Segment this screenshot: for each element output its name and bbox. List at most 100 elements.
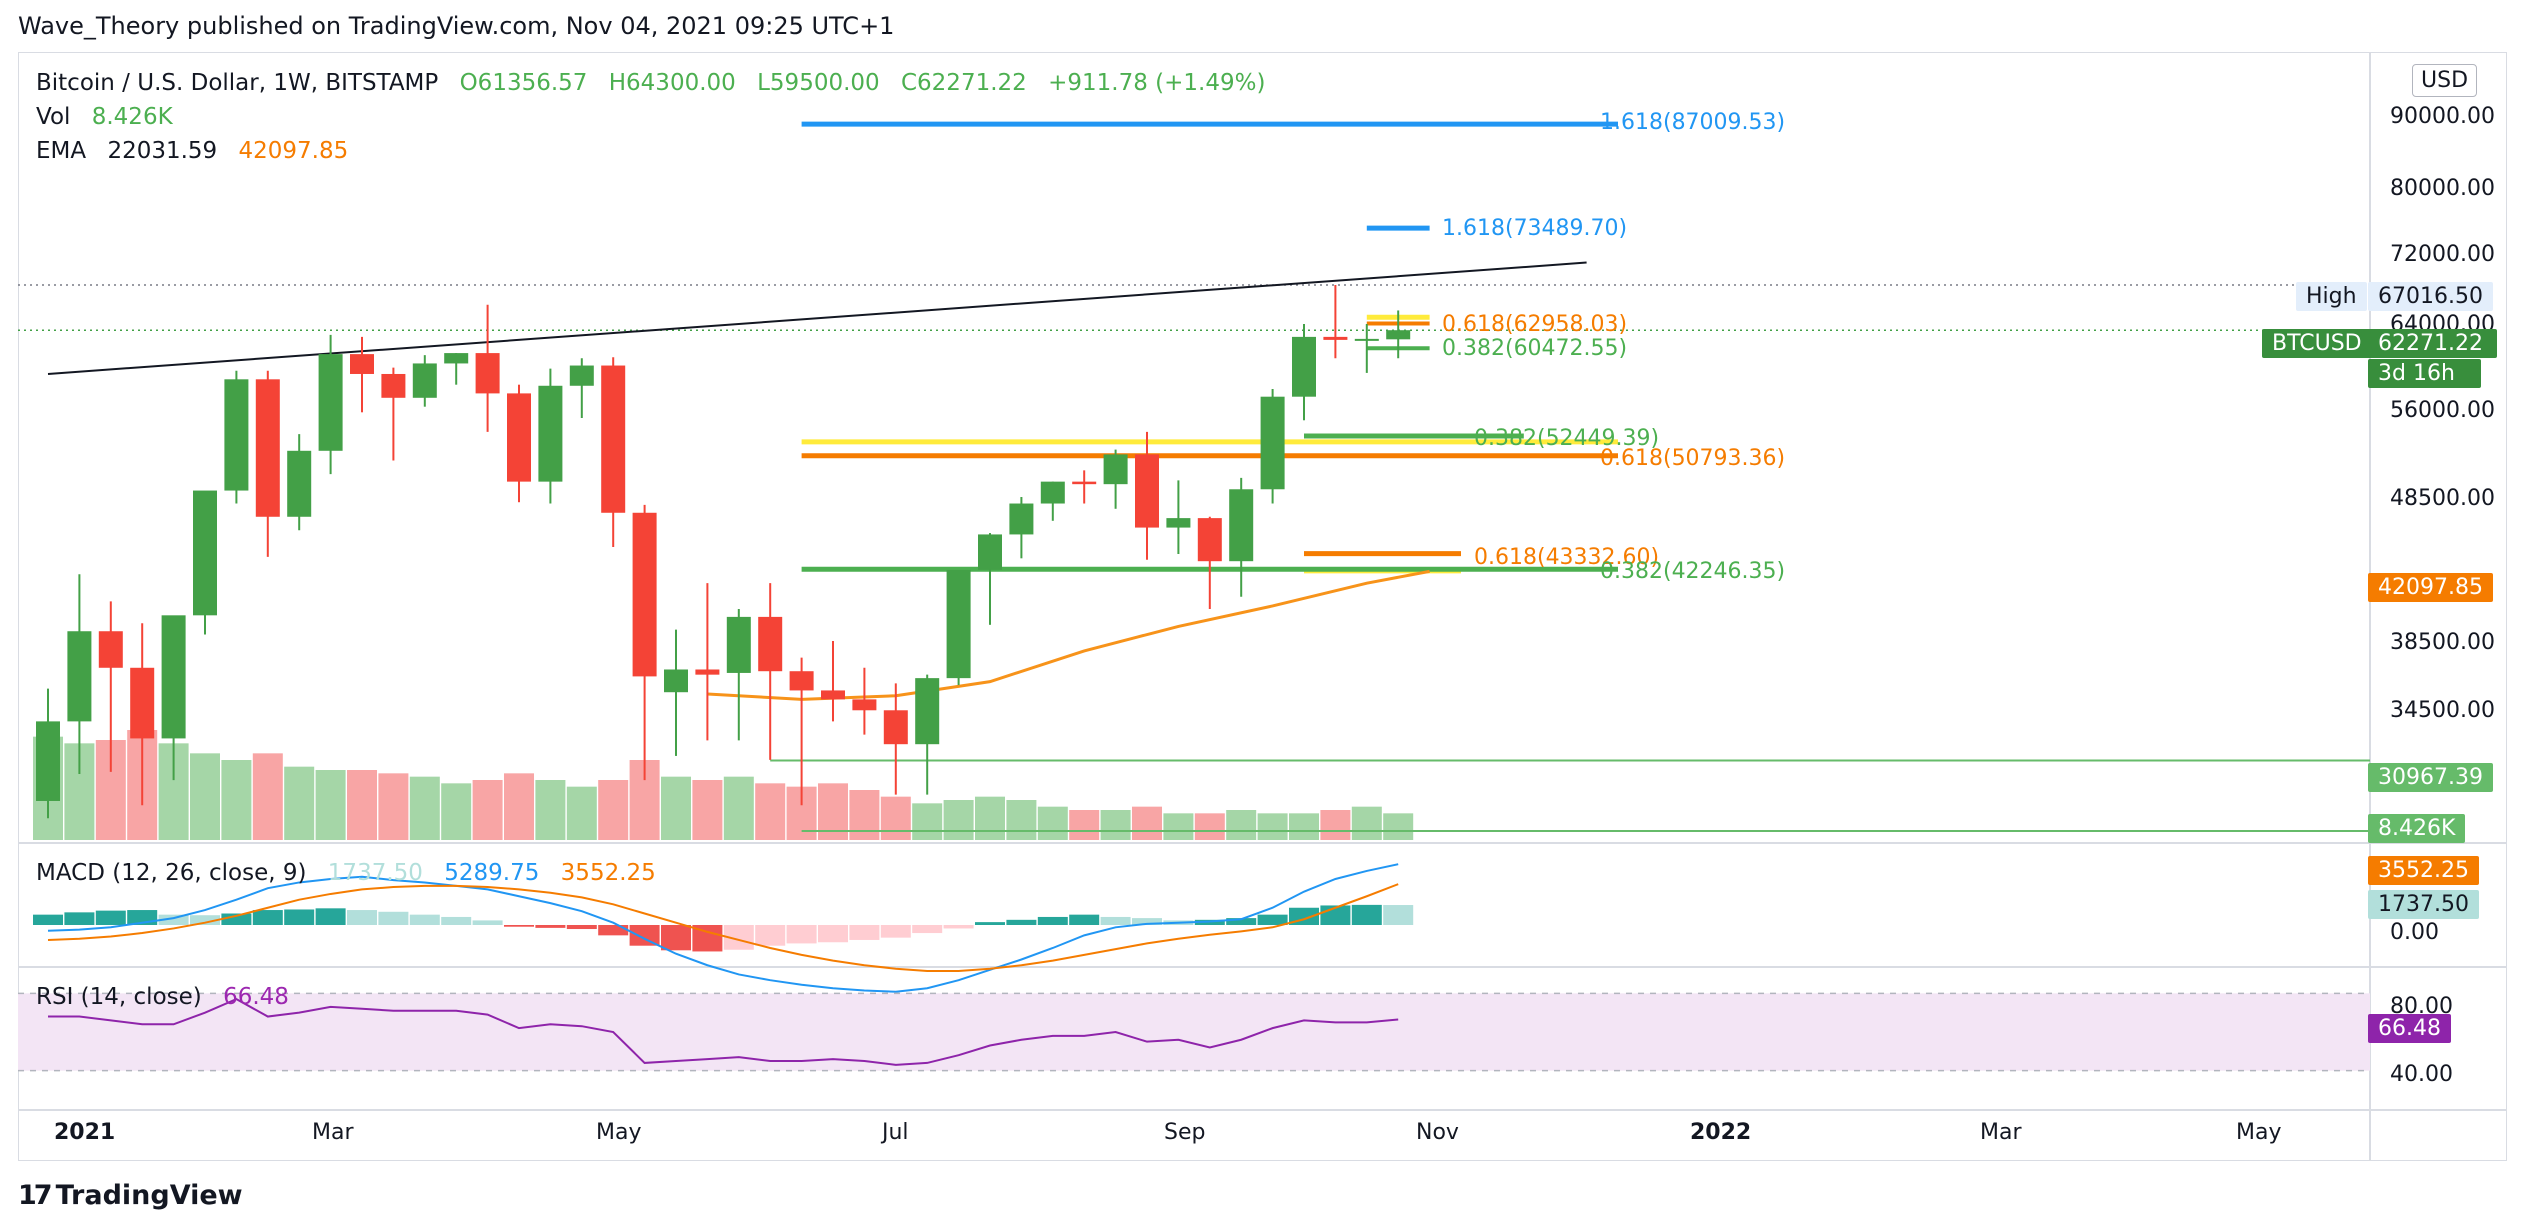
candles [36, 284, 1411, 819]
volume-bar [1163, 813, 1194, 840]
volume-bar [1006, 800, 1037, 840]
volume-bar [441, 783, 472, 840]
macd-hist-bar [912, 925, 943, 934]
macd-hist-bar [1257, 914, 1288, 925]
candle-body [538, 385, 563, 482]
volume-bar [566, 786, 597, 840]
price-tick: 80000.00 [2390, 176, 2495, 201]
rsi-value: 66.48 [223, 984, 289, 1010]
time-tick: 2022 [1690, 1120, 1752, 1145]
macd-hist-bar [818, 925, 848, 943]
candle-body [255, 379, 280, 517]
candle-body [726, 616, 751, 673]
macd-hist-bar [221, 913, 252, 925]
macd-label: MACD (12, 26, close, 9) [36, 860, 307, 886]
volume-bar [912, 803, 943, 840]
fib-label: 0.618(62958.03) [1442, 312, 1628, 337]
volume-bar [1069, 810, 1100, 840]
last-price-pill: 62271.22 [2368, 329, 2497, 358]
price-tick: 56000.00 [2390, 398, 2495, 423]
macd-hist-bar [1100, 916, 1131, 925]
volume-bar [1320, 810, 1351, 840]
time-tick: Nov [1416, 1120, 1459, 1145]
countdown-pill: 3d 16h [2368, 359, 2481, 388]
ohlc-high: H64300.00 [608, 70, 736, 96]
macd-hist-bar [880, 925, 911, 938]
volume-bars [33, 730, 1414, 840]
legend-rsi[interactable]: RSI (14, close) 66.48 [36, 984, 303, 1010]
candle-body [475, 353, 500, 394]
macd-hist-bar [33, 914, 63, 925]
time-tick: May [2236, 1120, 2282, 1145]
macd-hist-bar [315, 908, 346, 925]
volume-bar [1289, 813, 1319, 840]
macd-hist-bar [95, 910, 126, 925]
macd-hist-bar [1351, 904, 1382, 925]
fib-label: 1.618(87009.53) [1600, 110, 1786, 135]
candle-body [664, 669, 688, 693]
volume-bar [504, 773, 534, 840]
ema-value: 42097.85 [238, 138, 349, 164]
macd-line-value: 5289.75 [444, 860, 540, 886]
volume-bar [598, 780, 629, 840]
currency-button[interactable]: USD [2412, 64, 2478, 97]
price-tick: 34500.00 [2390, 698, 2495, 723]
legend-macd[interactable]: MACD (12, 26, close, 9) 1737.50 5289.75 … [36, 860, 670, 886]
candle-body [1072, 481, 1097, 485]
candle-body [569, 365, 594, 386]
candle-body [695, 669, 720, 675]
fib-levels [770, 121, 2370, 832]
candle-body [1040, 481, 1065, 504]
macd-hist-bar [409, 914, 440, 925]
symbol-title[interactable]: Bitcoin / U.S. Dollar, 1W, BITSTAMP [36, 70, 439, 96]
level-pill: 30967.39 [2368, 763, 2493, 792]
candle-body [318, 354, 343, 451]
vol-value: 8.426K [91, 104, 173, 130]
candle-body [130, 667, 155, 739]
macd-hist-pill: 1737.50 [2368, 890, 2479, 919]
macd-signal-line [47, 883, 1399, 972]
rsi-band [18, 993, 2370, 1071]
volume-bar [190, 753, 220, 840]
candle-body [946, 569, 971, 679]
volume-bar [1351, 806, 1382, 840]
rsi-pane [18, 992, 2370, 1072]
time-tick: Jul [882, 1120, 909, 1145]
grid-lines [18, 52, 2506, 1160]
time-tick: May [596, 1120, 642, 1145]
macd-hist-bar [598, 925, 629, 936]
volume-bar [221, 760, 252, 840]
volume-bar [880, 796, 911, 840]
volume-bar [284, 766, 315, 840]
macd-hist-bar [943, 925, 974, 929]
candle-body [1166, 518, 1191, 528]
fib-label: 0.618(43332.60) [1474, 545, 1660, 570]
volume-bar [472, 780, 503, 840]
macd-hist-bar [1006, 919, 1037, 925]
time-tick: Mar [1980, 1120, 2022, 1145]
volume-bar [1383, 813, 1414, 840]
candle-body [821, 690, 845, 700]
candle-body [789, 671, 814, 691]
macd-hist-bar [158, 914, 189, 925]
volume-bar [1132, 806, 1162, 840]
rsi-line [48, 998, 1399, 1066]
symbol-pill: BTCUSD [2262, 329, 2372, 358]
candle-body [224, 379, 249, 491]
legend-vol[interactable]: Vol 8.426K [36, 104, 187, 130]
candle-body [852, 699, 877, 711]
volume-bar [943, 800, 974, 840]
legend-ema[interactable]: EMA 22031.59 42097.85 [36, 138, 362, 164]
macd-hist-bar [64, 912, 95, 925]
candle-body [193, 490, 217, 616]
tradingview-logo[interactable]: 17 TradingView [18, 1180, 243, 1211]
candle-body [507, 393, 531, 482]
candle-body [758, 616, 783, 672]
macd-hist-bar [1226, 918, 1257, 925]
macd-hist-bar [1037, 916, 1068, 925]
volume-bar [1257, 813, 1288, 840]
volume-bar [347, 770, 377, 840]
publisher-line: Wave_Theory published on TradingView.com… [18, 12, 895, 40]
ohlc-open: O61356.57 [459, 70, 588, 96]
